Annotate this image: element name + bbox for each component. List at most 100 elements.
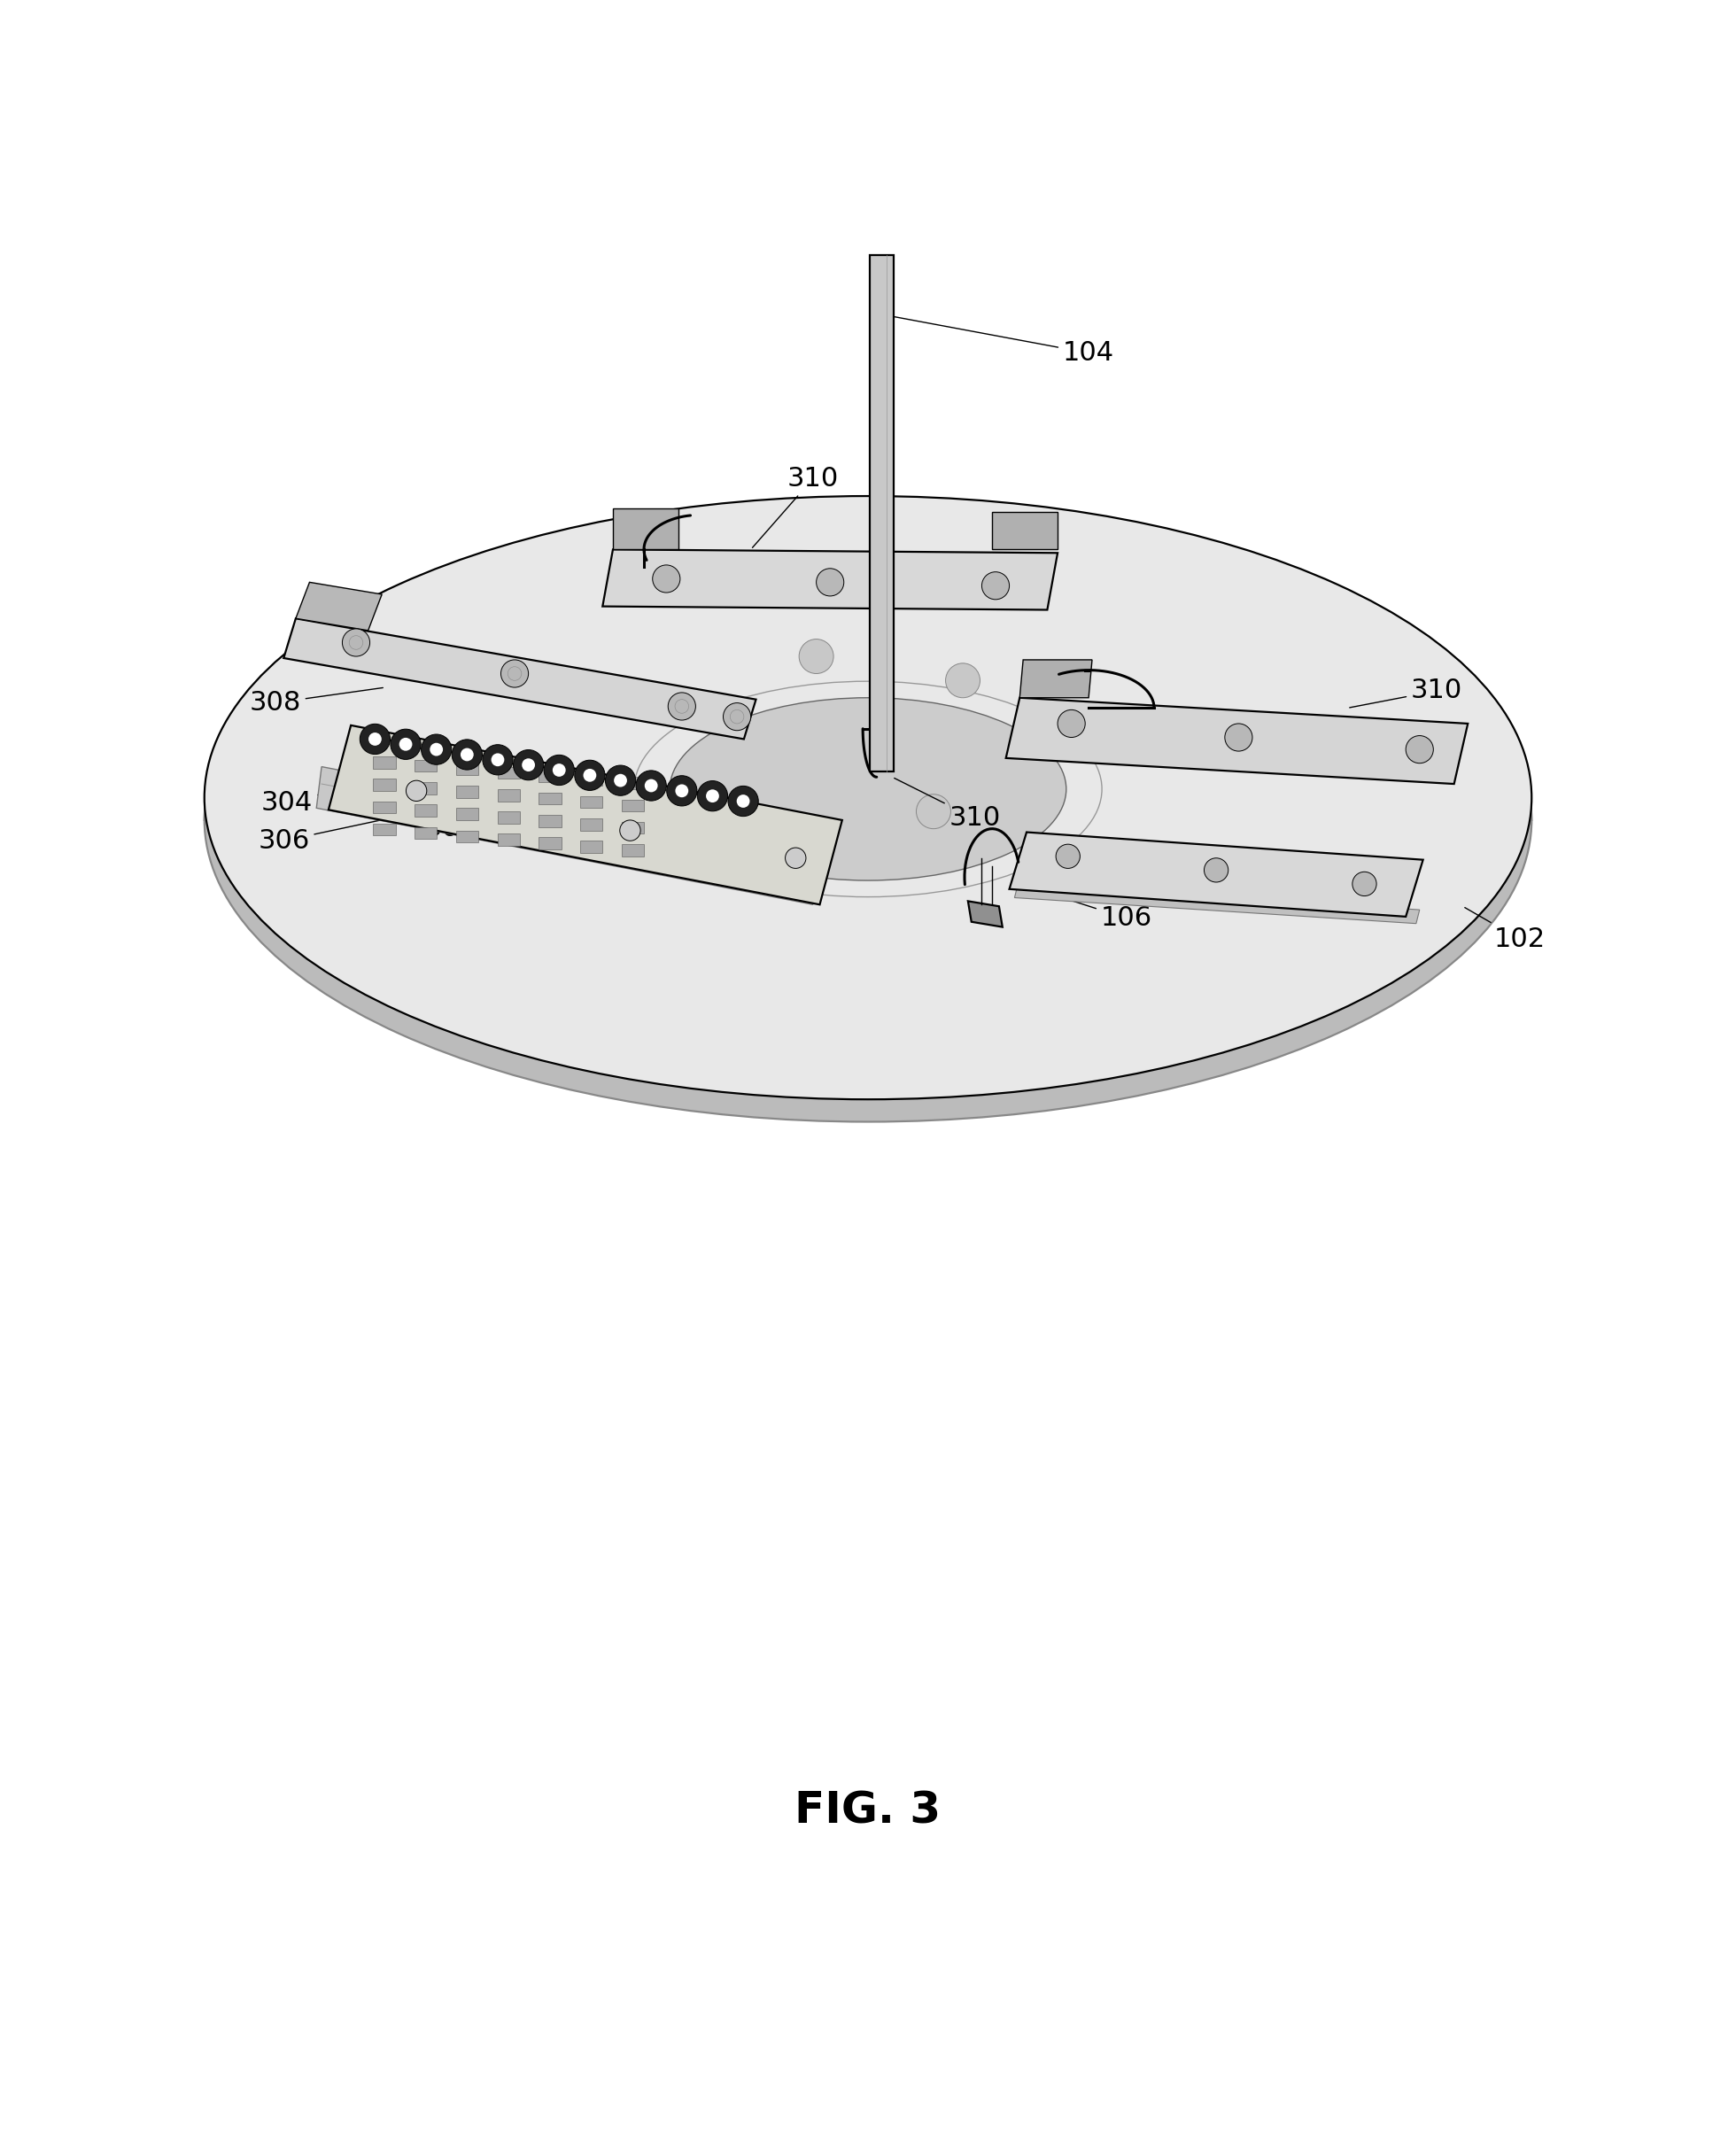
Bar <box>580 818 602 831</box>
Polygon shape <box>437 563 453 590</box>
Polygon shape <box>222 719 227 751</box>
Circle shape <box>399 739 411 751</box>
Bar <box>415 760 437 773</box>
Polygon shape <box>227 713 233 743</box>
Polygon shape <box>870 255 894 773</box>
Text: 306: 306 <box>259 818 387 855</box>
Polygon shape <box>564 526 582 552</box>
Circle shape <box>523 758 535 771</box>
Circle shape <box>1205 859 1229 882</box>
Bar <box>415 805 437 816</box>
Bar <box>373 824 396 835</box>
Ellipse shape <box>205 496 1531 1099</box>
Bar <box>498 790 519 801</box>
Text: 308: 308 <box>250 687 384 715</box>
Bar <box>580 773 602 786</box>
Circle shape <box>1057 711 1085 736</box>
Polygon shape <box>1009 833 1424 917</box>
Circle shape <box>644 779 658 792</box>
Polygon shape <box>345 605 358 633</box>
Bar <box>580 842 602 852</box>
Circle shape <box>675 784 689 797</box>
Bar <box>580 797 602 807</box>
Text: 310: 310 <box>752 466 838 547</box>
Polygon shape <box>283 618 755 739</box>
Polygon shape <box>635 513 653 537</box>
Circle shape <box>983 571 1009 599</box>
Polygon shape <box>396 580 410 608</box>
Polygon shape <box>516 537 531 565</box>
Bar <box>373 801 396 814</box>
Polygon shape <box>243 687 250 717</box>
Text: 310: 310 <box>1349 678 1463 709</box>
Circle shape <box>483 745 512 775</box>
Bar <box>621 799 644 812</box>
Circle shape <box>543 756 575 786</box>
Circle shape <box>707 790 719 803</box>
Text: 104: 104 <box>887 316 1115 365</box>
Bar <box>415 782 437 794</box>
Bar <box>373 779 396 790</box>
Polygon shape <box>274 655 283 685</box>
Circle shape <box>635 771 667 801</box>
Ellipse shape <box>670 698 1066 880</box>
Bar <box>457 786 479 799</box>
Polygon shape <box>689 505 708 530</box>
Polygon shape <box>328 726 842 904</box>
Polygon shape <box>424 569 437 597</box>
Text: 304: 304 <box>262 775 392 816</box>
Polygon shape <box>212 745 214 777</box>
Polygon shape <box>207 762 208 794</box>
Circle shape <box>615 773 627 788</box>
Circle shape <box>406 782 427 801</box>
Polygon shape <box>370 593 382 620</box>
Bar <box>538 771 561 782</box>
Polygon shape <box>233 704 238 734</box>
Circle shape <box>668 693 696 719</box>
Polygon shape <box>531 532 549 560</box>
Text: 302: 302 <box>425 794 576 842</box>
Bar <box>457 807 479 820</box>
Polygon shape <box>745 500 764 524</box>
Polygon shape <box>217 728 222 760</box>
Circle shape <box>431 743 443 756</box>
Circle shape <box>502 659 528 687</box>
Circle shape <box>451 739 483 771</box>
Circle shape <box>514 749 543 779</box>
Polygon shape <box>453 556 467 584</box>
Polygon shape <box>382 586 396 614</box>
Circle shape <box>1352 872 1377 895</box>
Circle shape <box>1226 724 1252 751</box>
Polygon shape <box>323 618 333 648</box>
Bar <box>415 827 437 839</box>
Bar <box>621 777 644 790</box>
Polygon shape <box>991 511 1057 550</box>
Bar <box>538 837 561 850</box>
Circle shape <box>816 569 844 597</box>
Polygon shape <box>582 522 599 547</box>
Polygon shape <box>672 507 689 532</box>
Bar <box>498 766 519 779</box>
Text: 102: 102 <box>1465 908 1545 951</box>
Circle shape <box>1406 736 1434 762</box>
Polygon shape <box>599 517 616 545</box>
Polygon shape <box>214 736 217 769</box>
Text: 106: 106 <box>1012 880 1153 932</box>
Circle shape <box>606 764 635 797</box>
Polygon shape <box>410 573 424 601</box>
Circle shape <box>653 565 681 593</box>
Polygon shape <box>292 640 302 670</box>
Circle shape <box>422 734 451 764</box>
Bar <box>498 812 519 824</box>
Ellipse shape <box>205 517 1531 1121</box>
Polygon shape <box>312 627 323 655</box>
Circle shape <box>667 775 698 805</box>
Circle shape <box>799 640 833 674</box>
Polygon shape <box>238 696 243 726</box>
Polygon shape <box>358 599 370 627</box>
Polygon shape <box>1005 698 1469 784</box>
Polygon shape <box>498 543 516 569</box>
Text: FIG. 3: FIG. 3 <box>795 1791 941 1834</box>
Circle shape <box>698 782 727 812</box>
Polygon shape <box>727 500 745 526</box>
